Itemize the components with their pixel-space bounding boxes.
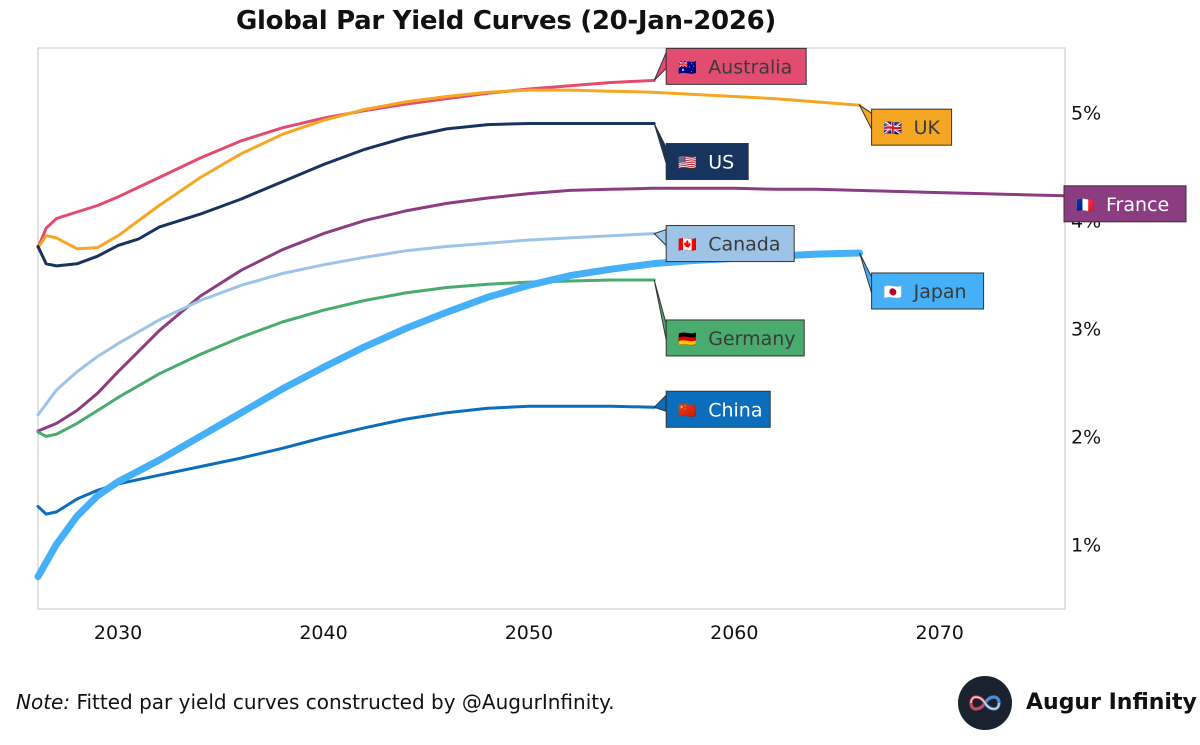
label-pointer-uk xyxy=(858,103,873,130)
chart-title: Global Par Yield Curves (20-Jan-2026) xyxy=(235,6,776,36)
series-line-canada xyxy=(36,232,656,417)
label-box-japan xyxy=(871,272,985,310)
series-line-us xyxy=(36,122,656,268)
label-box-australia xyxy=(665,47,807,85)
y-tick-label-5: 5% xyxy=(1071,103,1101,125)
label-text-australia: Australia xyxy=(708,56,792,78)
label-box-china xyxy=(665,390,771,428)
flag-icon-japan: 🇯🇵 xyxy=(884,283,903,301)
plot-area-frame xyxy=(37,47,1066,610)
series-label-uk: 🇬🇧 UK xyxy=(858,103,953,146)
footnote-text: Fitted par yield curves constructed by @… xyxy=(70,690,615,714)
flag-icon-france: 🇫🇷 xyxy=(1076,196,1095,214)
series-lines xyxy=(34,78,1067,581)
x-tick-label-2060: 2060 xyxy=(710,622,758,644)
label-text-germany: Germany xyxy=(708,328,795,350)
x-tick-label-2040: 2040 xyxy=(299,622,347,644)
label-box-canada xyxy=(665,225,795,263)
footnote: Note: Fitted par yield curves constructe… xyxy=(16,690,614,714)
series-label-japan: 🇯🇵 Japan xyxy=(859,252,985,310)
series-label-china: 🇨🇳 China xyxy=(653,390,771,428)
label-pointer-japan xyxy=(859,252,873,294)
flag-icon-canada: 🇨🇦 xyxy=(678,236,697,254)
flag-icon-china: 🇨🇳 xyxy=(678,401,697,419)
flag-icon-germany: 🇩🇪 xyxy=(678,330,697,348)
y-tick-label-3: 3% xyxy=(1071,319,1101,341)
label-text-france: France xyxy=(1106,194,1169,216)
flag-icon-us: 🇺🇸 xyxy=(678,154,697,172)
series-line-australia xyxy=(36,78,656,250)
series-line-uk xyxy=(36,88,862,251)
label-box-us xyxy=(665,143,749,181)
series-label-france: 🇫🇷 France xyxy=(1063,185,1187,223)
footnote-prefix: Note: xyxy=(16,690,71,714)
label-text-us: US xyxy=(708,152,734,174)
label-pointer-canada xyxy=(653,228,667,247)
y-tick-label-2: 2% xyxy=(1071,426,1101,448)
series-line-china xyxy=(36,404,656,516)
brand-name: Augur Infinity xyxy=(1026,690,1197,715)
label-text-japan: Japan xyxy=(913,281,967,303)
label-pointer-us xyxy=(653,123,667,164)
flag-icon-australia: 🇦🇺 xyxy=(678,58,697,76)
x-tick-label-2070: 2070 xyxy=(916,622,964,644)
brand-block: Augur Infinity xyxy=(958,676,1197,734)
x-tick-label-2050: 2050 xyxy=(505,622,553,644)
series-label-canada: 🇨🇦 Canada xyxy=(653,225,795,263)
infinity-icon xyxy=(958,676,1012,730)
flag-icon-uk: 🇬🇧 xyxy=(884,119,903,137)
series-line-france xyxy=(36,186,1067,433)
series-labels: 🇦🇺 Australia 🇬🇧 UK 🇺🇸 US 🇫🇷 France 🇨🇦 Canada 🇯🇵 Jap… xyxy=(653,47,1187,428)
label-pointer-australia xyxy=(653,52,667,81)
label-text-china: China xyxy=(708,399,762,421)
label-text-canada: Canada xyxy=(708,234,780,256)
x-tick-label-2030: 2030 xyxy=(94,622,142,644)
series-label-australia: 🇦🇺 Australia xyxy=(653,47,807,85)
label-box-uk xyxy=(871,108,953,146)
label-box-france xyxy=(1063,185,1187,223)
series-label-germany: 🇩🇪 Germany xyxy=(653,279,805,357)
label-pointer-germany xyxy=(653,279,667,341)
label-text-uk: UK xyxy=(914,117,941,139)
label-pointer-china xyxy=(653,394,667,412)
series-label-us: 🇺🇸 US xyxy=(653,123,749,181)
label-box-germany xyxy=(665,319,805,357)
y-tick-label-1: 1% xyxy=(1071,534,1101,556)
